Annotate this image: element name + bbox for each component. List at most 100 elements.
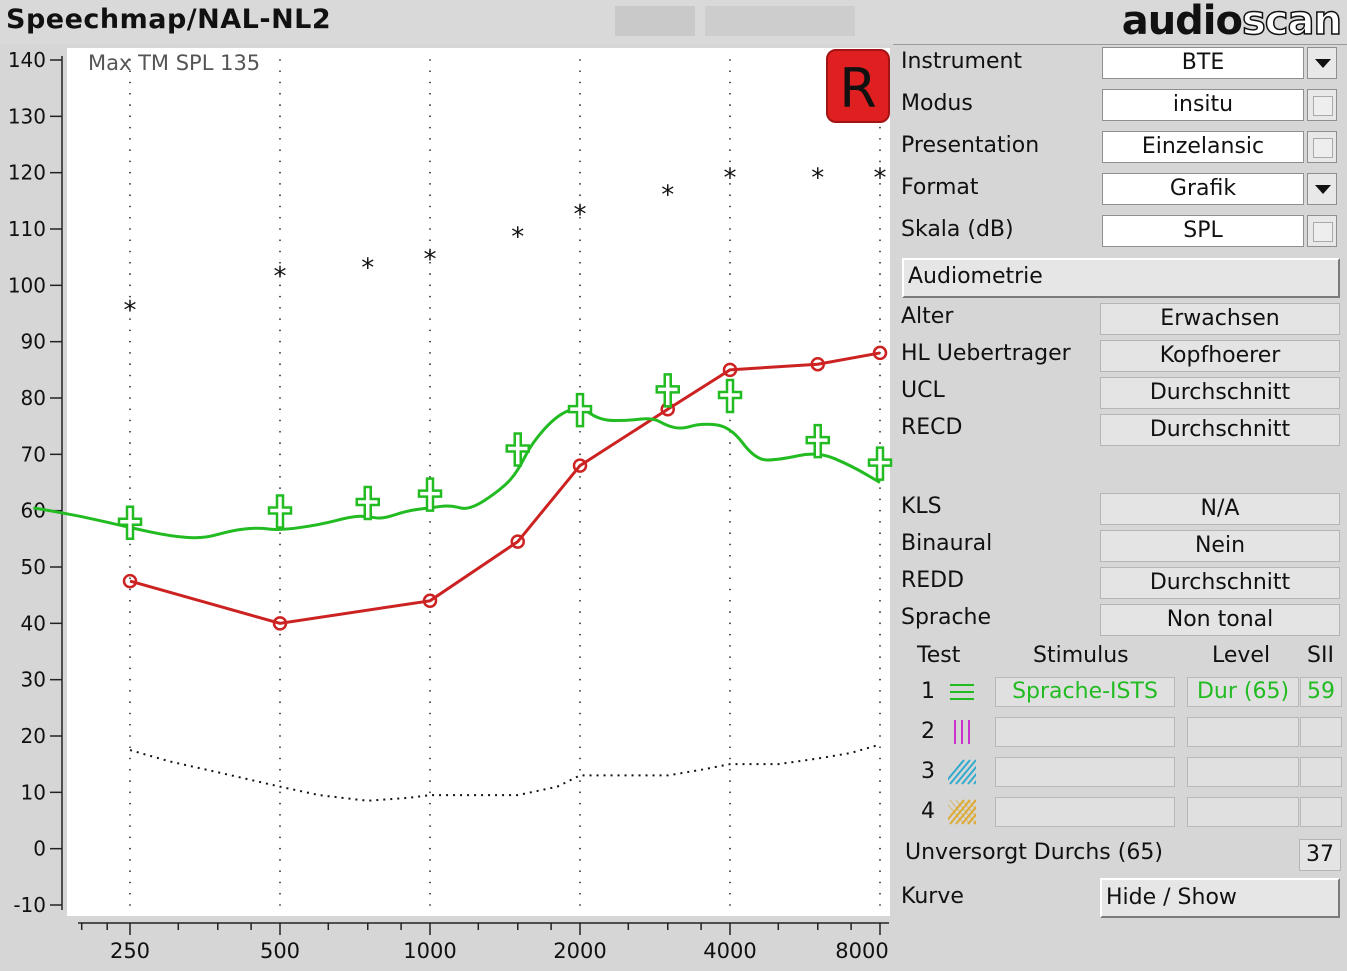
grid-dot: [579, 644, 581, 647]
setting-value[interactable]: Durchschnitt: [1100, 567, 1340, 599]
grid-dot: [579, 126, 581, 129]
grid-dot: [729, 554, 731, 557]
grid-dot: [729, 487, 731, 490]
grid-dot: [879, 813, 881, 816]
setting-value[interactable]: Nein: [1100, 530, 1340, 562]
grid-dot: [279, 859, 281, 861]
grid-dot: [129, 273, 131, 275]
grid-dot: [279, 735, 281, 737]
grid-dot: [129, 430, 131, 433]
grid-dot: [579, 430, 581, 433]
grid-dot: [879, 340, 881, 343]
grid-dot: [429, 633, 431, 636]
toggle-checkbox[interactable]: [1307, 89, 1337, 121]
grid-dot: [429, 802, 431, 805]
grid-dot: [579, 442, 581, 444]
grid-dot: [279, 667, 281, 670]
level-cell[interactable]: [1187, 757, 1299, 787]
grid-dot: [879, 126, 881, 129]
grid-dot: [879, 690, 881, 692]
grid-dot: [729, 577, 731, 580]
grid-dot: [279, 881, 281, 884]
grid-dot: [279, 802, 281, 805]
dropdown-button[interactable]: [1307, 47, 1337, 79]
test-number: 3: [921, 759, 935, 784]
grid-dot: [729, 104, 731, 106]
grid-dot: [879, 205, 881, 208]
hide-show-button[interactable]: Hide / Show: [1100, 878, 1340, 918]
grid-dot: [729, 622, 731, 625]
grid-dot: [879, 667, 881, 670]
grid-dot: [279, 126, 281, 129]
setting-value[interactable]: Durchschnitt: [1100, 414, 1340, 446]
toggle-checkbox[interactable]: [1307, 215, 1337, 247]
field-value[interactable]: Grafik: [1102, 173, 1304, 205]
stimulus-cell[interactable]: [995, 797, 1175, 827]
grid-dot: [579, 70, 581, 73]
setting-value[interactable]: Kopfhoerer: [1100, 340, 1340, 372]
speechmap-chart: 140 130 120 110 100 90 80 70 60 50 40 30 20 10 0 -10 250…: [0, 44, 893, 971]
level-cell[interactable]: [1187, 797, 1299, 827]
grid-dot: [879, 239, 881, 242]
level-cell[interactable]: [1187, 717, 1299, 747]
grid-dot: [579, 228, 581, 230]
grid-dot: [279, 904, 281, 906]
y-tick-label: 140: [8, 48, 46, 72]
grid-dot: [579, 881, 581, 884]
field-value[interactable]: SPL: [1102, 215, 1304, 247]
field-value[interactable]: insitu: [1102, 89, 1304, 121]
target-point: [422, 593, 438, 609]
grid-dot: [729, 532, 731, 535]
grid-dot: [729, 802, 731, 805]
unaided-label: Unversorgt Durchs (65): [905, 840, 1163, 865]
y-tick-label: 30: [21, 668, 46, 692]
grid-dot: [579, 487, 581, 490]
grid-dot: [579, 599, 581, 602]
audiometrie-button[interactable]: Audiometrie: [902, 258, 1340, 298]
field-value[interactable]: BTE: [1102, 47, 1304, 79]
grid-dot: [579, 509, 581, 512]
sii-cell: [1300, 797, 1342, 827]
grid-dot: [429, 126, 431, 129]
grid-dot: [129, 825, 131, 828]
setting-label: HL Uebertrager: [901, 341, 1071, 366]
grid-dot: [579, 340, 581, 343]
grid-dot: [729, 464, 731, 467]
horizontal-lines-icon: [950, 684, 974, 700]
grid-dot: [279, 870, 281, 873]
grid-dot: [429, 70, 431, 73]
grid-dot: [279, 171, 281, 174]
toggle-checkbox[interactable]: [1307, 131, 1337, 163]
grid-dot: [279, 149, 281, 152]
setting-value[interactable]: Erwachsen: [1100, 303, 1340, 335]
grid-dot: [579, 892, 581, 895]
stimulus-cell[interactable]: [995, 717, 1175, 747]
setting-value[interactable]: N/A: [1100, 493, 1340, 525]
field-value[interactable]: Einzelansic: [1102, 131, 1304, 163]
grid-dot: [279, 115, 281, 118]
level-cell[interactable]: Dur (65): [1187, 677, 1299, 707]
ucl-star-marker: *: [124, 296, 137, 326]
setting-value[interactable]: Durchschnitt: [1100, 377, 1340, 409]
grid-dot: [129, 408, 131, 411]
grid-dot: [279, 329, 281, 332]
dropdown-button[interactable]: [1307, 173, 1337, 205]
grid-dot: [429, 318, 431, 321]
field-label: Instrument: [901, 49, 1023, 74]
grid-dot: [429, 881, 431, 884]
grid-dot: [279, 644, 281, 647]
grid-dot: [129, 239, 131, 242]
grid-dot: [579, 295, 581, 298]
grid-dot: [129, 859, 131, 861]
setting-value[interactable]: Non tonal: [1100, 604, 1340, 636]
brand-logo: audioscan: [1121, 0, 1343, 45]
grid-dot: [129, 723, 131, 726]
grid-dot: [879, 329, 881, 332]
grid-dot: [429, 216, 431, 219]
grid-dot: [129, 228, 131, 230]
sii-header: SII: [1307, 643, 1334, 668]
stimulus-cell[interactable]: Sprache-ISTS: [995, 677, 1175, 707]
y-tick-label: 0: [33, 837, 46, 861]
stimulus-cell[interactable]: [995, 757, 1175, 787]
grid-dot: [129, 881, 131, 884]
